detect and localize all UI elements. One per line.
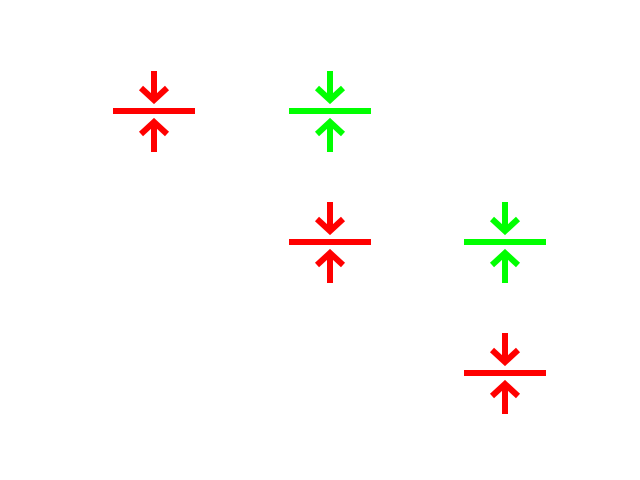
- collapse-vertical-icon: [464, 333, 546, 414]
- collapse-vertical-icon-red-3[interactable]: [464, 332, 546, 414]
- collapse-vertical-icon: [289, 71, 371, 152]
- collapse-vertical-icon: [113, 71, 195, 152]
- collapse-vertical-icon-green-2[interactable]: [464, 201, 546, 283]
- collapse-vertical-icon: [464, 202, 546, 283]
- collapse-vertical-icon: [289, 202, 371, 283]
- collapse-vertical-icon-green-1[interactable]: [289, 70, 371, 152]
- collapse-vertical-icon-red-1[interactable]: [113, 70, 195, 152]
- collapse-vertical-icon-red-2[interactable]: [289, 201, 371, 283]
